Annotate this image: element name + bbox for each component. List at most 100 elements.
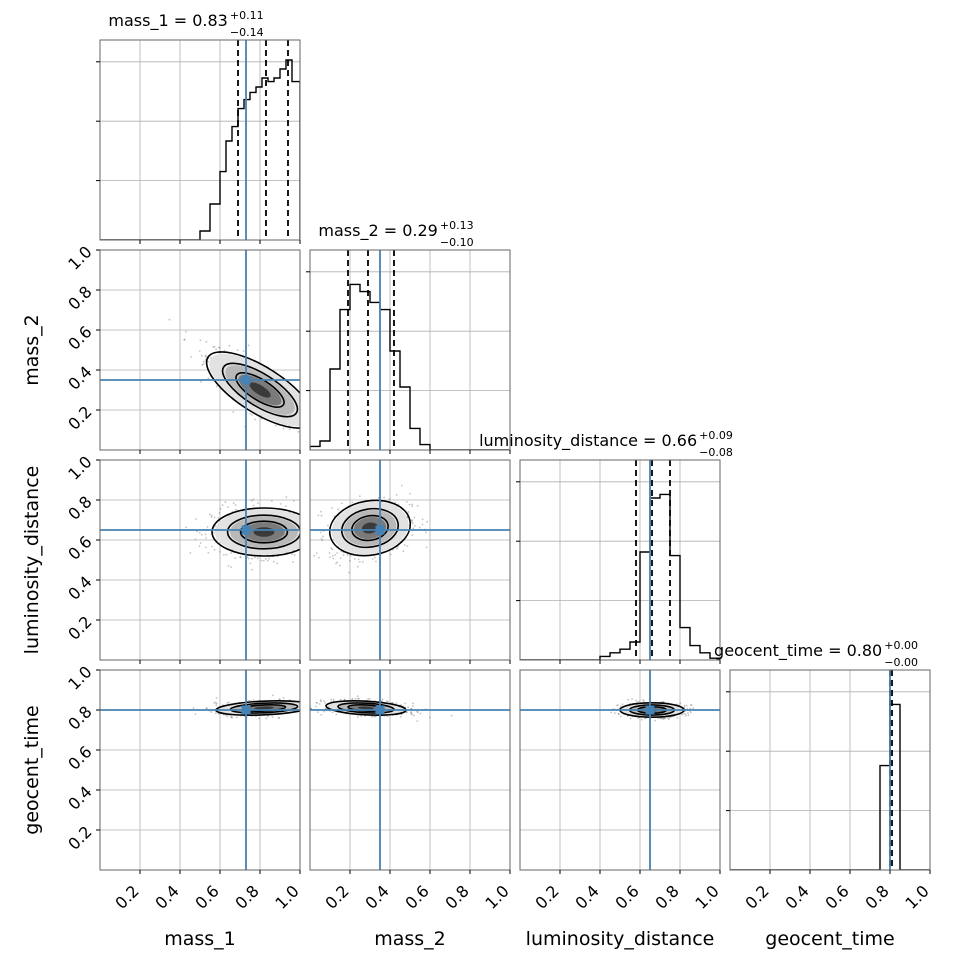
panel-frame <box>309 249 511 451</box>
scatter-point <box>391 701 394 704</box>
x-tick-label: 0.6 <box>821 881 852 912</box>
scatter-point <box>319 699 322 701</box>
scatter-point <box>353 557 356 560</box>
scatter-point <box>408 503 411 506</box>
y-axis-label-mass_2: mass_2 <box>21 314 43 386</box>
scatter-point <box>383 496 385 499</box>
scatter-point <box>276 562 279 565</box>
x-tick-label: 0.2 <box>741 881 772 912</box>
scatter-point <box>251 557 253 560</box>
scatter-point <box>234 504 237 506</box>
scatter-point <box>262 559 265 562</box>
scatter-point <box>676 716 679 719</box>
scatter-point <box>318 455 320 457</box>
scatter-point <box>266 559 269 562</box>
panel-title: mass_2 = 0.29 +0.13 <box>318 219 473 241</box>
density-level <box>253 527 275 537</box>
y-tick-label: 0.2 <box>64 612 95 643</box>
scatter-point <box>252 504 255 507</box>
scatter-point <box>428 716 431 719</box>
scatter-point <box>227 506 229 508</box>
scatter-point <box>312 524 314 526</box>
title-value: geocent_time = 0.80 <box>714 641 882 661</box>
scatter-point <box>226 701 229 704</box>
scatter-point <box>215 385 218 388</box>
scatter-point <box>301 705 303 707</box>
scatter-point <box>274 424 277 427</box>
scatter-point <box>332 698 335 701</box>
scatter-point <box>201 364 204 366</box>
scatter-point <box>325 526 327 528</box>
scatter-point <box>328 552 331 554</box>
scatter-point <box>321 704 323 706</box>
scatter-point <box>409 492 411 495</box>
scatter-point <box>621 703 624 706</box>
scatter-point <box>644 717 647 720</box>
scatter-point <box>312 399 314 401</box>
scatter-point <box>297 430 300 433</box>
scatter-point <box>339 557 342 560</box>
hist-panel-mass_1: mass_1 = 0.83 +0.11−0.14 <box>96 9 301 244</box>
x-axis-label-mass_1: mass_1 <box>164 928 236 950</box>
scatter-point <box>388 498 391 500</box>
panel-frame <box>99 39 301 241</box>
scatter-point <box>323 710 325 713</box>
scatter-point <box>223 349 226 352</box>
y-tick-label: 0.4 <box>64 782 95 813</box>
scatter-point <box>232 502 235 505</box>
scatter-point <box>213 548 216 551</box>
scatter-point <box>314 430 316 432</box>
scatter-point <box>416 710 419 713</box>
scatter-point <box>331 554 334 557</box>
scatter-point <box>304 704 306 706</box>
x-tick-label: 0.2 <box>531 881 562 912</box>
scatter-point <box>306 526 308 528</box>
scatter-point <box>316 527 318 529</box>
y-tick-label: 0.6 <box>64 322 95 353</box>
scatter-point <box>305 504 307 506</box>
scatter-point <box>301 539 303 541</box>
scatter-point <box>279 503 282 505</box>
x-tick-label: 1.0 <box>271 881 302 912</box>
scatter-point <box>322 535 324 538</box>
scatter-point <box>304 708 306 710</box>
title-upper-error: +0.11 <box>230 9 264 22</box>
scatter-point <box>303 707 305 709</box>
scatter-point <box>225 714 227 717</box>
scatter-point <box>323 705 325 707</box>
scatter-point <box>204 355 207 358</box>
truth-marker <box>241 705 251 715</box>
scatter-panel-mass_1-geocent_time: 0.2 0.4 0.6 0.8 1.0 0.2 0.4 0.6 0.8 1.0 <box>64 662 325 913</box>
scatter-point <box>635 699 638 702</box>
scatter-point <box>219 347 221 349</box>
y-tick-label: 0.8 <box>64 282 95 313</box>
scatter-point <box>198 531 201 534</box>
contour-line <box>341 507 399 549</box>
scatter-point <box>324 702 327 704</box>
panel-frame <box>99 459 301 661</box>
scatter-point <box>271 694 274 697</box>
scatter-point <box>278 716 281 719</box>
x-tick-label: 0.6 <box>611 881 642 912</box>
scatter-point <box>291 552 293 555</box>
scatter-point <box>616 704 618 707</box>
scatter-point <box>302 706 304 708</box>
scatter-point <box>619 705 622 708</box>
scatter-point <box>617 713 620 715</box>
x-tick-label: 1.0 <box>481 881 512 912</box>
scatter-point <box>631 698 633 700</box>
scatter-point <box>168 318 171 321</box>
scatter-point <box>224 501 227 503</box>
scatter-point <box>303 418 305 420</box>
scatter-point <box>305 510 307 512</box>
scatter-point <box>210 514 213 517</box>
scatter-point <box>318 703 321 705</box>
scatter-point <box>304 701 306 703</box>
scatter-point <box>284 505 287 508</box>
scatter-point <box>234 557 237 559</box>
scatter-point <box>361 560 364 563</box>
scatter-point <box>450 714 453 717</box>
scatter-point <box>373 556 376 559</box>
scatter-point <box>692 707 695 710</box>
